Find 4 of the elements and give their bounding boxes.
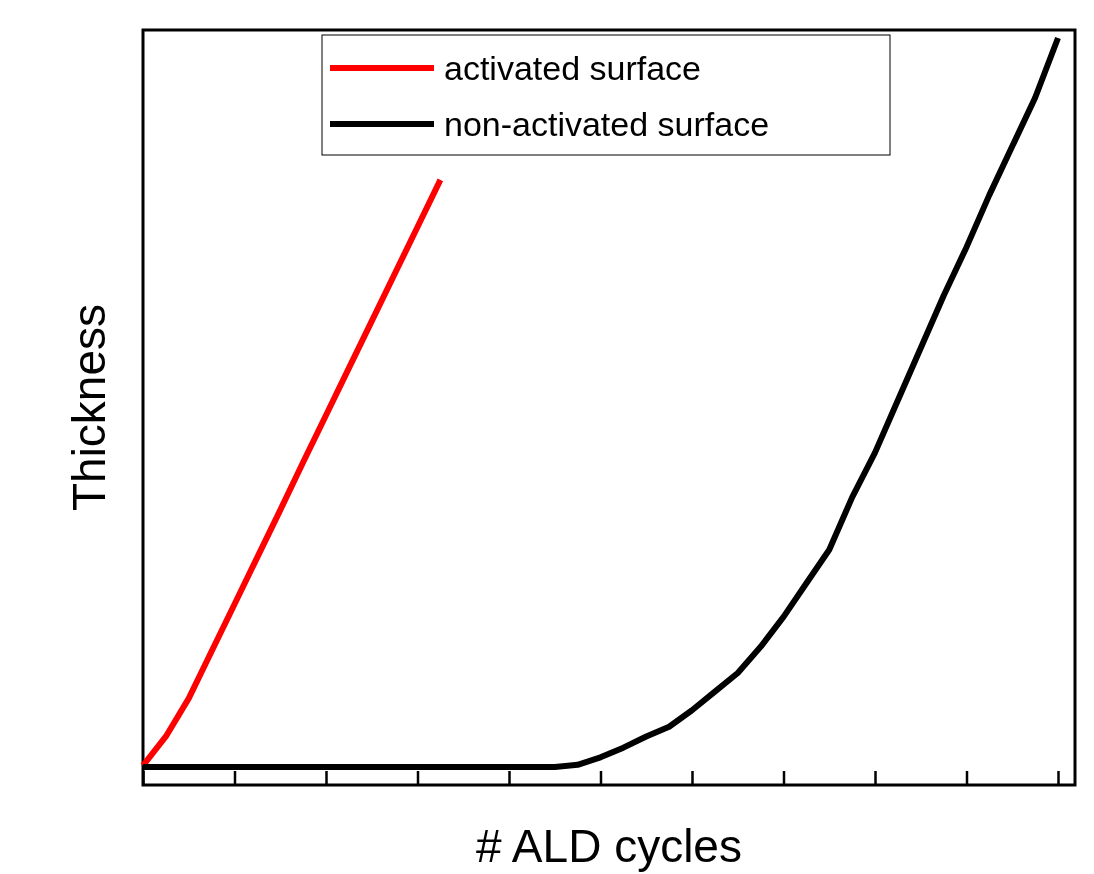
legend-label: activated surface [444, 49, 702, 87]
legend-label: non-activated surface [444, 105, 770, 143]
x-axis-title: # ALD cycles [476, 820, 742, 872]
y-axis-title: Thickness [63, 303, 115, 512]
